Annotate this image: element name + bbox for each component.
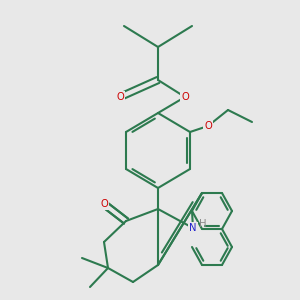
Text: H: H: [199, 219, 207, 229]
Text: O: O: [181, 92, 189, 102]
Text: N: N: [189, 223, 197, 233]
Text: O: O: [116, 92, 124, 102]
Text: O: O: [204, 121, 212, 131]
Text: O: O: [100, 199, 108, 209]
